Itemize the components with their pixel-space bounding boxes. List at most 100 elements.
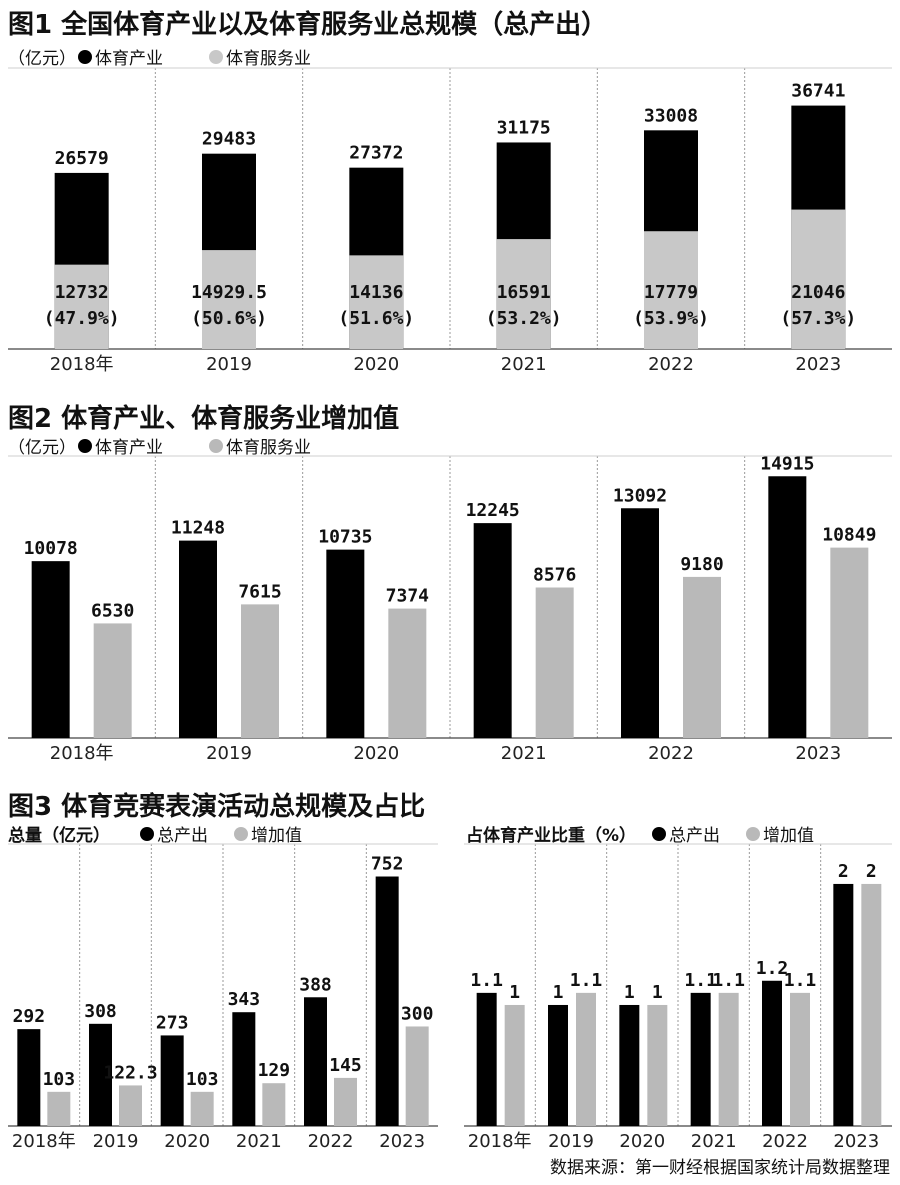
data-label: 308 — [84, 1001, 117, 1022]
data-label-service: 21046 — [791, 282, 845, 303]
legend-dot-gray-icon — [234, 826, 248, 841]
bar-sports-industry — [179, 540, 217, 738]
x-tick-label: 2020 — [353, 354, 399, 375]
bar-value-added-share — [718, 992, 739, 1126]
data-label-total: 33008 — [644, 105, 698, 126]
data-label: 1.1 — [784, 970, 817, 991]
figure3-left-legend: 总量（亿元） 总产出 增加值 — [8, 821, 302, 846]
figure3-left-legend-series1: 总产出 — [157, 826, 208, 846]
x-tick-label: 2023 — [833, 1131, 879, 1152]
figure3-title: 图3 体育竞赛表演活动总规模及占比 — [8, 792, 426, 822]
data-label: 14915 — [760, 453, 814, 474]
figure2-legend-series1: 体育产业 — [95, 438, 163, 458]
bar-output — [17, 1029, 41, 1126]
x-tick-label: 2019 — [548, 1131, 594, 1152]
figure1-legend-series1: 体育产业 — [95, 49, 163, 69]
data-label: 292 — [13, 1006, 46, 1027]
x-tick-label: 2018年 — [50, 354, 114, 375]
data-label: 1.1 — [684, 970, 717, 991]
x-tick-label: 2022 — [762, 1131, 808, 1152]
bar-service — [54, 264, 109, 349]
data-label: 1 — [652, 982, 663, 1003]
data-label: 11248 — [171, 518, 225, 539]
data-label: 1.2 — [756, 958, 789, 979]
data-label-service: 14929.5 — [191, 282, 267, 303]
data-label-share: (47.9%) — [44, 308, 120, 329]
x-tick-label: 2021 — [236, 1131, 282, 1152]
data-label: 1.1 — [570, 970, 603, 991]
bar-output-share — [762, 980, 782, 1126]
bar-value-added — [262, 1083, 286, 1126]
bar-output-share — [476, 992, 497, 1126]
data-label: 752 — [371, 854, 404, 875]
bar-sports-service — [683, 576, 721, 738]
legend-dot-gray-icon — [209, 49, 223, 64]
bar-output-share — [833, 883, 854, 1126]
legend-dot-gray-icon — [209, 438, 223, 453]
figure3-left-unit: 总量（亿元） — [8, 826, 110, 846]
bar-sports-industry — [621, 508, 659, 738]
data-label-service: 14136 — [349, 282, 403, 303]
data-label-total: 31175 — [497, 117, 551, 138]
x-tick-label: 2023 — [379, 1131, 425, 1152]
x-tick-label: 2023 — [795, 354, 841, 375]
figure2-legend-series2: 体育服务业 — [226, 438, 311, 458]
bar-value-added — [334, 1077, 357, 1126]
bar-value-added — [190, 1091, 214, 1126]
data-label: 388 — [299, 974, 332, 995]
bar-sports-service — [535, 587, 574, 738]
figure2-title: 图2 体育产业、体育服务业增加值 — [8, 404, 400, 434]
bar-sports-service — [93, 623, 132, 738]
data-label: 343 — [228, 989, 261, 1010]
bar-output — [89, 1023, 112, 1126]
bar-output-share — [690, 992, 711, 1126]
data-source-note: 数据来源：第一财经根据国家统计局数据整理 — [550, 1158, 890, 1178]
x-tick-label: 2019 — [206, 354, 252, 375]
bar-output-share — [619, 1004, 640, 1126]
data-label-total: 29483 — [202, 129, 256, 150]
data-label: 300 — [401, 1003, 434, 1024]
figure1-legend-series2: 体育服务业 — [226, 49, 311, 69]
bar-sports-service — [388, 608, 427, 738]
data-label: 145 — [329, 1055, 362, 1076]
x-tick-label: 2023 — [795, 743, 841, 764]
data-label: 129 — [258, 1060, 291, 1081]
legend-dot-black-icon — [140, 826, 154, 841]
figure3-right-legend-series2: 增加值 — [763, 826, 815, 846]
data-label: 7374 — [386, 586, 430, 607]
x-tick-label: 2022 — [308, 1131, 354, 1152]
figure3-right-unit: 占体育产业比重（%） — [466, 826, 637, 846]
bar-value-added-share — [576, 992, 596, 1126]
data-label-total: 27372 — [349, 143, 403, 164]
bar-service — [349, 255, 404, 349]
data-label: 1 — [509, 982, 520, 1003]
bar-service — [644, 231, 698, 349]
bar-value-added — [119, 1085, 142, 1126]
data-label: 1 — [553, 982, 564, 1003]
bar-sports-industry — [326, 549, 365, 738]
legend-dot-gray-icon — [746, 826, 761, 841]
x-tick-label: 2018年 — [468, 1131, 532, 1152]
data-label: 2 — [866, 861, 877, 882]
figure1-title: 图1 全国体育产业以及体育服务业总规模（总产出） — [8, 10, 608, 40]
x-tick-label: 2022 — [648, 743, 694, 764]
bar-output — [160, 1035, 184, 1126]
data-label: 103 — [43, 1069, 76, 1090]
legend-dot-black-icon — [78, 49, 92, 64]
bar-service — [791, 209, 846, 349]
data-label-service: 12732 — [55, 282, 109, 303]
data-label: 10849 — [822, 525, 876, 546]
data-label: 10735 — [318, 527, 372, 548]
x-tick-label: 2019 — [206, 743, 252, 764]
data-label: 10078 — [24, 538, 78, 559]
x-tick-label: 2020 — [353, 743, 399, 764]
bar-sports-service — [241, 604, 279, 738]
x-tick-label: 2020 — [164, 1131, 210, 1152]
data-label-share: (57.3%) — [780, 308, 856, 329]
data-label-share: (53.9%) — [633, 308, 709, 329]
bar-value-added-share — [504, 1004, 525, 1126]
bar-service — [496, 239, 551, 349]
bar-output — [304, 997, 327, 1126]
x-tick-label: 2021 — [501, 743, 547, 764]
data-label-service: 17779 — [644, 282, 698, 303]
